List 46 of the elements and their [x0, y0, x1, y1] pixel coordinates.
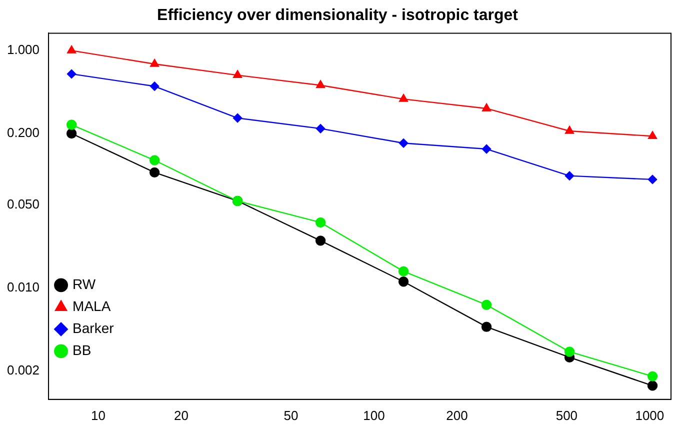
x-tick-label: 50: [284, 408, 298, 423]
point: [481, 300, 492, 310]
x-tick-label: 100: [363, 408, 385, 423]
point: [482, 103, 492, 112]
legend-label: Barker: [72, 320, 114, 336]
point: [149, 155, 160, 166]
point: [315, 236, 326, 246]
point: [233, 70, 242, 78]
legend-label: MALA: [72, 298, 112, 314]
y-tick-label: 0.200: [6, 125, 40, 140]
point: [316, 80, 326, 88]
point: [316, 124, 326, 134]
point: [150, 82, 160, 91]
point: [647, 371, 658, 382]
legend-label: BB: [72, 342, 92, 358]
point: [564, 171, 574, 180]
point: [399, 94, 408, 102]
point: [398, 138, 408, 148]
chart-title: Efficiency over dimensionality - isotropic target: [157, 7, 519, 24]
point: [648, 131, 658, 139]
point: [648, 174, 658, 184]
legend-label: RW: [72, 276, 96, 292]
y-tick-label: 0.010: [6, 279, 40, 294]
point: [398, 266, 409, 276]
y-tick-label: 0.050: [6, 196, 40, 212]
point: [66, 69, 76, 79]
point: [564, 346, 575, 357]
x-tick-label: 20: [174, 408, 189, 423]
point: [149, 167, 160, 178]
point: [565, 126, 574, 134]
point: [150, 58, 160, 67]
point: [315, 217, 326, 228]
point: [66, 128, 77, 139]
x-tick-label: 1000: [635, 408, 664, 423]
point: [66, 120, 77, 130]
x-tick-label: 10: [91, 408, 106, 423]
point: [482, 144, 492, 154]
x-tick-label: 200: [446, 408, 468, 423]
y-tick-label: 0.002: [6, 362, 40, 378]
y-tick-label: 1.000: [6, 42, 40, 58]
point: [67, 45, 76, 54]
point: [481, 322, 492, 332]
x-tick-label: 500: [556, 408, 578, 423]
point: [647, 380, 658, 391]
point: [232, 113, 242, 123]
point: [398, 276, 409, 287]
